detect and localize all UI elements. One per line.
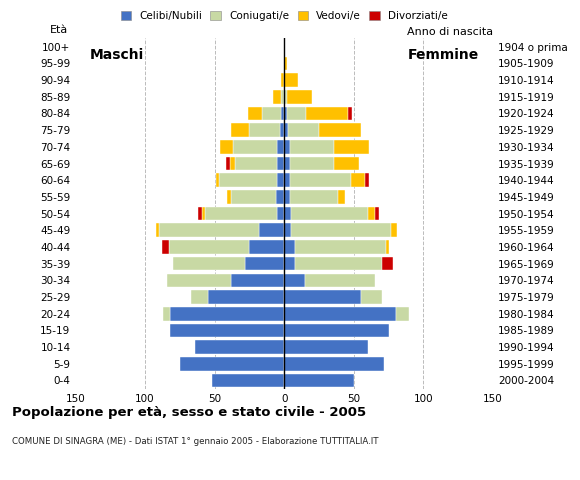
Bar [334,140,369,154]
Bar [191,290,208,304]
Bar [284,240,295,254]
Bar [305,274,375,287]
Bar [281,107,284,120]
Bar [284,207,291,220]
Bar [159,224,259,237]
Text: Femmine: Femmine [408,48,479,62]
Bar [277,173,284,187]
Bar [334,156,360,170]
Bar [205,207,277,220]
Bar [365,173,369,187]
Bar [170,307,284,321]
Bar [230,156,235,170]
Bar [163,307,170,321]
Bar [277,207,284,220]
Bar [202,207,205,220]
Bar [284,156,290,170]
Bar [249,240,284,254]
Bar [208,290,284,304]
Bar [392,224,397,237]
Bar [180,357,284,371]
Bar [290,190,339,204]
Bar [277,156,284,170]
Bar [170,324,284,337]
Bar [198,207,202,220]
Bar [284,224,291,237]
Text: Età: Età [50,25,68,35]
Bar [396,307,409,321]
Bar [284,123,288,137]
Bar [262,107,281,120]
Bar [295,257,382,271]
Bar [281,73,284,87]
Bar [281,90,284,104]
Bar [235,156,277,170]
Bar [280,123,284,137]
Bar [319,123,361,137]
Text: COMUNE DI SINAGRA (ME) - Dati ISTAT 1° gennaio 2005 - Elaborazione TUTTITALIA.IT: COMUNE DI SINAGRA (ME) - Dati ISTAT 1° g… [12,437,378,446]
Bar [368,207,375,220]
Bar [361,290,382,304]
Bar [162,240,169,254]
Bar [351,173,365,187]
Bar [339,190,346,204]
Bar [348,107,353,120]
Bar [231,274,284,287]
Bar [284,90,287,104]
Bar [284,57,287,70]
Bar [249,123,280,137]
Bar [284,324,389,337]
Bar [220,140,233,154]
Bar [173,257,245,271]
Bar [227,190,231,204]
Bar [284,257,295,271]
Text: Popolazione per età, sesso e stato civile - 2005: Popolazione per età, sesso e stato civil… [12,406,366,419]
Bar [287,90,312,104]
Legend: Celibi/Nubili, Coniugati/e, Vedovi/e, Divorziati/e: Celibi/Nubili, Coniugati/e, Vedovi/e, Di… [117,7,452,25]
Bar [284,190,290,204]
Bar [295,240,386,254]
Bar [284,73,298,87]
Bar [290,173,351,187]
Bar [284,307,396,321]
Bar [284,274,305,287]
Bar [284,173,290,187]
Bar [259,224,284,237]
Bar [291,224,392,237]
Bar [226,156,230,170]
Bar [231,190,276,204]
Bar [284,140,290,154]
Bar [248,107,262,120]
Bar [291,207,368,220]
Bar [233,140,277,154]
Bar [216,173,219,187]
Bar [287,107,306,120]
Text: Anno di nascita: Anno di nascita [407,27,493,36]
Bar [382,257,393,271]
Bar [284,357,385,371]
Bar [290,156,334,170]
Text: Maschi: Maschi [89,48,144,62]
Bar [276,190,284,204]
Bar [284,340,368,354]
Bar [288,123,319,137]
Bar [169,240,249,254]
Bar [284,107,287,120]
Bar [231,123,249,137]
Bar [284,373,354,387]
Bar [290,140,334,154]
Bar [273,90,281,104]
Bar [212,373,284,387]
Bar [277,140,284,154]
Bar [167,274,231,287]
Bar [306,107,348,120]
Bar [386,240,389,254]
Bar [375,207,379,220]
Bar [245,257,284,271]
Bar [156,224,159,237]
Bar [195,340,284,354]
Bar [284,290,361,304]
Bar [219,173,277,187]
